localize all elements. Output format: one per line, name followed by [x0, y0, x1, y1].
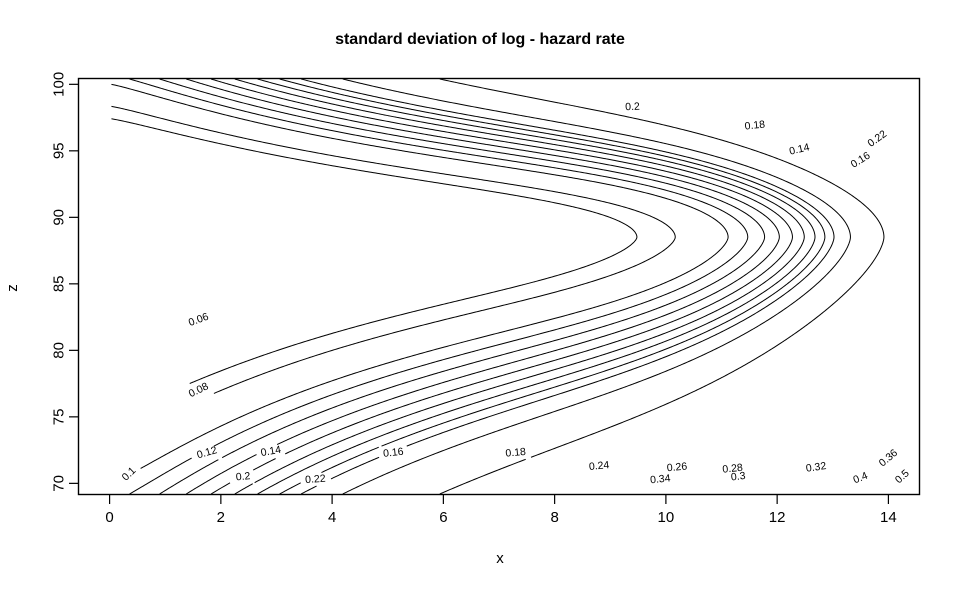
y-axis-title: z: [4, 284, 21, 292]
contour-line: [439, 79, 885, 458]
x-tick-label: 14: [880, 509, 897, 526]
page-title: standard deviation of log - hazard rate: [335, 31, 625, 48]
x-tick-label: 2: [217, 509, 225, 526]
contour-value-label: 0.36: [877, 447, 900, 469]
x-tick-label: 10: [658, 509, 675, 526]
contour-value-label: 0.2: [625, 101, 640, 114]
contour-line: [234, 79, 805, 484]
contour-line: [210, 482, 231, 494]
contour-line: [185, 454, 257, 494]
contour-lines-group: [111, 79, 885, 494]
contour-line: [159, 459, 219, 494]
contour-value-label: 0.28: [722, 462, 744, 476]
contour-line: [252, 458, 276, 471]
contour-line: [301, 79, 835, 447]
contour-value-label: 0.22: [865, 128, 889, 150]
contour-line: [129, 457, 192, 494]
contour-line: [300, 485, 317, 494]
contour-value-label: 0.24: [588, 459, 610, 473]
contour-value-label: 0.14: [260, 444, 282, 459]
contour-line: [111, 118, 638, 384]
contour-line: [279, 482, 301, 494]
x-tick-label: 8: [550, 509, 558, 526]
contour-line: [342, 79, 851, 494]
contour-value-label: 0.34: [650, 472, 672, 486]
contour-line: [330, 456, 380, 480]
contour-line: [129, 79, 749, 447]
contour-value-label: 0.06: [187, 311, 210, 329]
x-axis-title: x: [496, 550, 504, 567]
contour-value-label: 0.5: [893, 467, 912, 486]
contour-line: [111, 83, 729, 469]
x-tick-label: 4: [328, 509, 336, 526]
contour-value-label: 0.4: [852, 470, 870, 487]
contour-value-label: 0.16: [383, 446, 405, 460]
y-tick-label: 85: [51, 275, 68, 292]
y-axis-ticks: 70 75 80 85 90 95 100: [51, 72, 79, 492]
contour-labels-group: 0.060.080.10.12 0.14 0.16 0.180.2 0.220.24 0.…: [120, 101, 912, 487]
contour-value-label: 0.12: [195, 444, 218, 461]
contour-value-label: 0.32: [805, 460, 827, 475]
contour-line: [439, 458, 526, 494]
contour-line: [159, 79, 766, 459]
contour-line: [111, 105, 676, 394]
x-tick-label: 0: [105, 509, 113, 526]
plot-frame: [77, 77, 921, 496]
contour-line: [210, 79, 793, 455]
contour-value-label: 0.18: [505, 446, 527, 460]
contour-value-label: 0.22: [305, 473, 326, 486]
contour-value-label: 0.26: [666, 461, 688, 475]
x-axis-ticks: 0 2 4 6 8 10 12 14: [105, 494, 897, 526]
y-tick-label: 90: [51, 209, 68, 226]
contour-line: [279, 79, 826, 447]
contour-value-label: 0.16: [849, 150, 873, 171]
x-tick-label: 6: [439, 509, 447, 526]
contour-value-label: 0.1: [120, 465, 139, 484]
y-tick-label: 70: [51, 475, 68, 492]
contour-line: [186, 79, 780, 445]
contour-line: [321, 446, 379, 473]
y-tick-label: 80: [51, 342, 68, 359]
x-tick-label: 12: [769, 509, 786, 526]
contour-value-label: 0.3: [730, 470, 746, 483]
contour-value-label: 0.14: [788, 141, 811, 157]
y-tick-label: 95: [51, 142, 68, 159]
y-tick-label: 100: [51, 72, 68, 97]
contour-line: [257, 79, 816, 494]
y-tick-label: 75: [51, 409, 68, 426]
contour-line: [234, 483, 253, 494]
contour-value-label: 0.18: [744, 119, 766, 133]
contour-value-label: 0.2: [235, 470, 251, 483]
